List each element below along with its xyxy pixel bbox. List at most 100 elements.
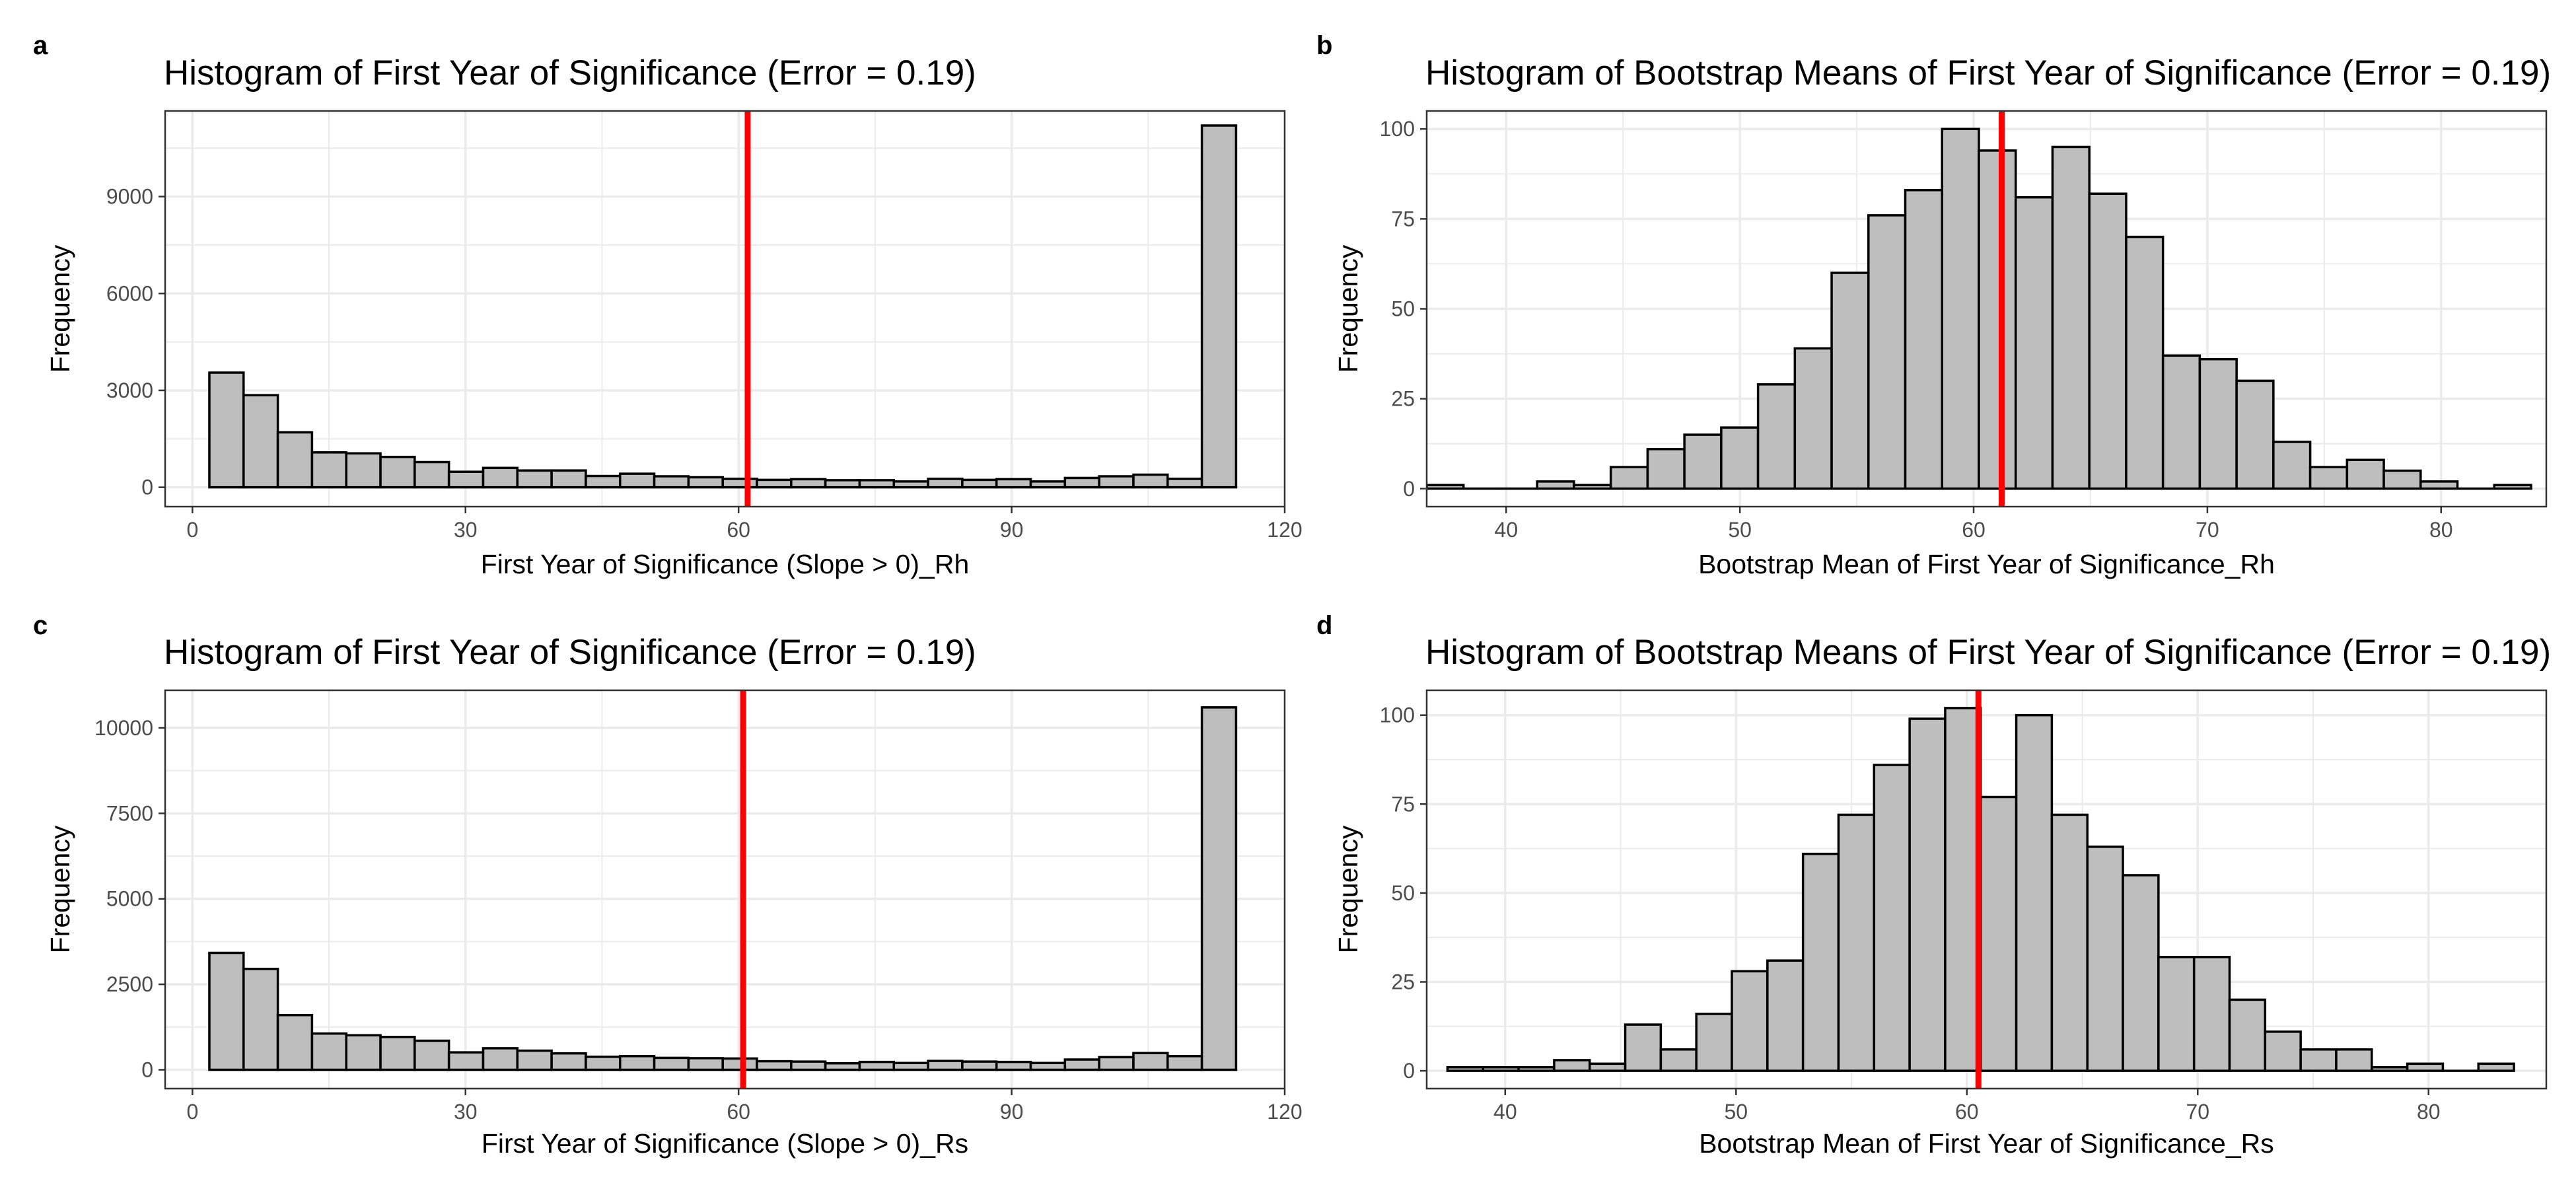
chart-panel-b: 40 50 60 70 800255075100Histogram of Bootstr… [1333, 54, 2551, 579]
histogram-bar [483, 1048, 517, 1070]
histogram-bar [2408, 1063, 2443, 1071]
histogram-bar [517, 1051, 552, 1070]
histogram-bar [1906, 190, 1943, 489]
histogram-bar [723, 1058, 757, 1069]
panel-label-c: c [33, 611, 48, 640]
histogram-bar [278, 433, 312, 487]
histogram-bar [2384, 471, 2421, 489]
histogram-bar [1554, 1060, 1590, 1071]
histogram-bar [1945, 708, 1981, 1071]
histogram-bar [2089, 194, 2126, 489]
y-tick-label: 6000 [106, 281, 153, 305]
panel-label-b: b [1316, 31, 1332, 60]
histogram-bar [2052, 147, 2089, 488]
histogram-bar [791, 479, 826, 487]
histogram-bar [928, 1061, 962, 1069]
histogram-bar [2301, 1050, 2336, 1071]
x-tick-label: 30 [454, 1100, 478, 1124]
y-tick-label: 2500 [106, 972, 153, 996]
histogram-bar [209, 373, 244, 487]
histogram-bar [620, 1056, 655, 1070]
histogram-bar [1065, 478, 1099, 487]
histogram-bar [586, 1057, 620, 1070]
histogram-bar [1537, 482, 1574, 489]
x-tick-label: 120 [1267, 518, 1302, 542]
x-tick-label: 30 [454, 518, 478, 542]
x-tick-label: 60 [727, 1100, 750, 1124]
histogram-bar [586, 476, 620, 487]
y-tick-label: 25 [1391, 970, 1415, 993]
y-axis-label: Frequency [45, 244, 75, 373]
x-tick-label: 90 [1000, 1100, 1024, 1124]
histogram-bar [1795, 348, 1832, 488]
y-axis-label: Frequency [1333, 244, 1363, 373]
x-tick-label: 80 [2429, 518, 2453, 542]
histogram-bar [757, 1062, 791, 1070]
chart-title: Histogram of Bootstrap Means of First Ye… [1425, 633, 2551, 672]
histogram-bar [1758, 384, 1795, 489]
histogram-bar [2123, 875, 2159, 1071]
histogram-bar [1590, 1063, 1626, 1071]
histogram-bar [655, 476, 689, 487]
histogram-bar [1065, 1060, 1099, 1070]
x-tick-label: 70 [2186, 1100, 2209, 1124]
histogram-bar [2159, 957, 2194, 1071]
histogram-bar [2273, 442, 2310, 489]
chart-title: Histogram of First Year of Significance … [164, 633, 976, 672]
histogram-bar [2310, 467, 2347, 489]
x-tick-label: 50 [1725, 1100, 1748, 1124]
histogram-bar [2421, 482, 2458, 489]
y-tick-label: 9000 [106, 185, 153, 209]
y-tick-label: 50 [1391, 297, 1415, 321]
histogram-bar [2336, 1050, 2372, 1071]
histogram-bar [517, 470, 552, 487]
histogram-bar [449, 472, 483, 487]
chart-title: Histogram of Bootstrap Means of First Ye… [1425, 54, 2551, 92]
histogram-bar [791, 1062, 826, 1069]
histogram-bar [2372, 1067, 2408, 1071]
y-tick-label: 75 [1391, 792, 1415, 816]
histogram-bar [2087, 847, 2123, 1071]
histogram-bar [1869, 215, 1906, 489]
histogram-bar [1611, 467, 1648, 489]
histogram-bar [2194, 957, 2230, 1071]
histogram-bar [1202, 126, 1236, 487]
histogram-bar [1427, 485, 1464, 488]
y-tick-label: 3000 [106, 378, 153, 402]
plot-background [165, 111, 1285, 507]
histogram-bar [962, 1062, 997, 1069]
x-axis-label: Bootstrap Mean of First Year of Signific… [1698, 549, 2275, 579]
histogram-bar [1874, 765, 1910, 1071]
histogram-bar [1099, 1057, 1133, 1069]
histogram-bar [1483, 1067, 1519, 1071]
histogram-bar [1168, 1056, 1202, 1070]
histogram-bar [2017, 715, 2052, 1071]
histogram-bar [1979, 151, 2016, 489]
histogram-bar [2016, 198, 2053, 489]
y-tick-label: 100 [1380, 703, 1415, 727]
histogram-bar [688, 478, 723, 487]
histogram-bar [380, 457, 415, 487]
x-tick-label: 40 [1495, 518, 1519, 542]
histogram-bar [449, 1052, 483, 1069]
histogram-bar [2230, 999, 2266, 1071]
histogram-bar [1133, 475, 1168, 487]
histogram-bar [1519, 1067, 1554, 1071]
histogram-bar [826, 1063, 860, 1070]
y-tick-label: 25 [1391, 387, 1415, 411]
y-axis-label: Frequency [1333, 825, 1363, 953]
x-tick-label: 0 [186, 518, 198, 542]
panel-label-a: a [33, 31, 48, 60]
chart-panel-d: 40 50 60 70 800255075100Histogram of Bootstr… [1333, 633, 2551, 1159]
histogram-bar [928, 479, 962, 487]
x-axis-label: First Year of Significance (Slope > 0)_R… [481, 549, 970, 579]
histogram-bar [1661, 1050, 1696, 1071]
histogram-bar [1574, 485, 1611, 488]
histogram-bar [346, 1035, 380, 1069]
histogram-bar [2265, 1032, 2301, 1071]
histogram-bar [312, 452, 346, 487]
y-tick-label: 100 [1380, 117, 1415, 141]
histogram-bar [278, 1015, 312, 1070]
chart-panel-a: 0 30 60 90 120 0 3000 6000 9000 Histogram of Firs… [45, 54, 1303, 579]
